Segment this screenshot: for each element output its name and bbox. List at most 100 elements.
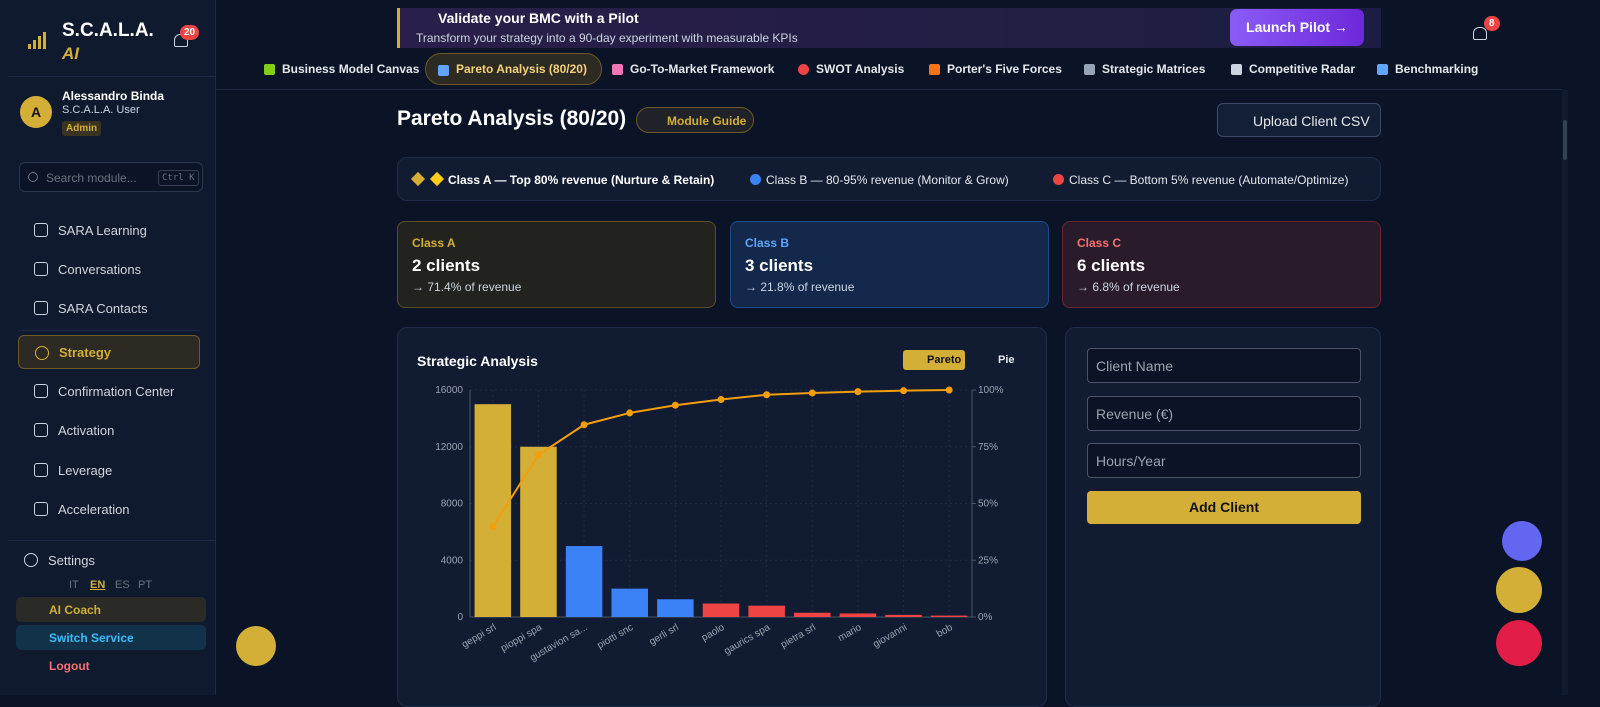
cumulative-point bbox=[489, 523, 497, 531]
language[interactable]: ES bbox=[115, 579, 130, 591]
user-role: S.C.A.L.A. User bbox=[62, 104, 140, 116]
assistant-button[interactable] bbox=[1496, 620, 1542, 666]
bar bbox=[839, 613, 877, 617]
y-tick-label: 16000 bbox=[435, 385, 463, 396]
divider bbox=[8, 76, 216, 77]
tab[interactable]: Benchmarking bbox=[1365, 53, 1492, 85]
tab-label: SWOT Analysis bbox=[816, 62, 905, 76]
pilot-banner: Validate your BMC with a Pilot Transform… bbox=[397, 8, 1381, 48]
tab[interactable]: Go-To-Market Framework bbox=[600, 53, 788, 85]
language-active[interactable]: EN bbox=[90, 579, 106, 591]
x-tick-label: gerli srl bbox=[647, 622, 680, 648]
module-guide-button[interactable]: Module Guide bbox=[636, 107, 754, 133]
notification-badge: 20 bbox=[180, 25, 200, 40]
pareto-chart: 0 4000 8000 12000 16000 0% 25% 50% 75% 100% geppi … bbox=[435, 385, 1004, 664]
upload-csv-button[interactable]: Upload Client CSV bbox=[1217, 103, 1381, 137]
tab-active[interactable]: Pareto Analysis (80/20) bbox=[425, 53, 602, 85]
nav-item[interactable]: Leverage bbox=[18, 453, 200, 487]
card-label: Class C bbox=[1077, 236, 1122, 250]
nav-item-active[interactable]: Strategy bbox=[18, 335, 200, 369]
ai-coach[interactable]: AI Coach bbox=[16, 597, 206, 622]
class-legend: Class A — Top 80% revenue (Nurture & Ret… bbox=[397, 157, 1381, 201]
card-label: Class B bbox=[745, 236, 790, 250]
add-client-button[interactable]: Add Client bbox=[1087, 491, 1361, 524]
card-count: 2 clients bbox=[412, 256, 481, 275]
scroll-thumb[interactable] bbox=[1563, 120, 1567, 160]
launch-pilot-button[interactable]: Launch Pilot → bbox=[1230, 9, 1364, 46]
y2-tick-label: 100% bbox=[978, 385, 1004, 396]
user-badge: Admin bbox=[62, 121, 102, 136]
support-button[interactable] bbox=[1502, 521, 1542, 561]
tab[interactable]: Competitive Radar bbox=[1219, 53, 1369, 85]
search-shortcut: Ctrl K bbox=[158, 170, 199, 186]
pareto-toggle[interactable]: Pareto bbox=[903, 350, 965, 370]
search-box[interactable]: Search module... Ctrl K bbox=[19, 162, 203, 192]
revenue-input[interactable]: Revenue (€) bbox=[1087, 396, 1361, 431]
nav-item[interactable]: SARA Learning bbox=[18, 213, 200, 247]
pie-toggle[interactable]: Pie bbox=[982, 350, 1015, 370]
nav-label: Activation bbox=[58, 422, 115, 438]
footer-label: Switch Service bbox=[49, 631, 134, 645]
logo bbox=[28, 32, 46, 49]
nav-label: SARA Learning bbox=[58, 222, 147, 238]
sidebar: S.C.A.L.A. AI 20 A Alessandro Binda S.C.… bbox=[0, 0, 216, 695]
y-tick-label: 8000 bbox=[441, 499, 464, 510]
avatar: A bbox=[20, 96, 52, 128]
help-button[interactable] bbox=[236, 626, 276, 666]
scrollbar[interactable] bbox=[1562, 90, 1568, 695]
bar bbox=[657, 599, 694, 617]
tab-label: Business Model Canvas bbox=[282, 62, 420, 76]
x-tick-label: bob bbox=[935, 622, 955, 640]
bar bbox=[794, 612, 831, 617]
legend-item: Class B — 80-95% revenue (Monitor & Grow… bbox=[766, 173, 1009, 187]
legend-dot bbox=[750, 174, 761, 185]
nav-item[interactable]: Acceleration bbox=[18, 492, 200, 526]
cumulative-point bbox=[626, 409, 634, 417]
divider bbox=[8, 540, 216, 541]
hours-input[interactable]: Hours/Year bbox=[1087, 443, 1361, 478]
logout[interactable]: Logout bbox=[16, 653, 206, 678]
bar bbox=[885, 614, 922, 617]
star-icon bbox=[410, 171, 426, 187]
bell-icon[interactable] bbox=[1473, 27, 1487, 40]
button-label: Add Client bbox=[1189, 499, 1259, 515]
cumulative-point bbox=[534, 451, 542, 459]
tab[interactable]: SWOT Analysis bbox=[786, 53, 918, 85]
nav-item[interactable]: Activation bbox=[18, 413, 200, 447]
page-title: Pareto Analysis (80/20) bbox=[397, 107, 627, 130]
nav-label: Confirmation Center bbox=[58, 383, 175, 399]
tab[interactable]: Business Model Canvas bbox=[252, 53, 433, 85]
bar bbox=[520, 446, 557, 617]
language[interactable]: PT bbox=[138, 579, 153, 591]
card-share: → 21.8% of revenue bbox=[745, 280, 855, 294]
cumulative-point bbox=[854, 388, 862, 396]
tab[interactable]: Strategic Matrices bbox=[1072, 53, 1219, 85]
bar bbox=[748, 605, 785, 617]
cumulative-point bbox=[763, 391, 771, 399]
nav-item[interactable]: Confirmation Center bbox=[18, 374, 200, 408]
nav-item[interactable]: Conversations bbox=[18, 252, 200, 286]
class-card: Class B 3 clients → 21.8% of revenue bbox=[730, 221, 1049, 308]
switch-service[interactable]: Switch Service bbox=[16, 625, 206, 650]
settings[interactable]: Settings bbox=[8, 543, 190, 577]
banner-title: Validate your BMC with a Pilot bbox=[438, 10, 639, 26]
language[interactable]: IT bbox=[69, 579, 79, 591]
cumulative-point bbox=[808, 389, 816, 397]
button-label: Module Guide bbox=[667, 114, 747, 128]
x-tick-label: geppi srl bbox=[460, 622, 498, 650]
banner-subtitle: Transform your strategy into a 90-day ex… bbox=[416, 31, 798, 45]
toggle-label: Pareto bbox=[927, 354, 962, 366]
nav-label: Strategy bbox=[59, 344, 112, 360]
brand-sub: AI bbox=[62, 44, 79, 63]
card-share: → 71.4% of revenue bbox=[412, 280, 522, 294]
quick-action-button[interactable] bbox=[1496, 567, 1542, 613]
y-tick-label: 12000 bbox=[435, 442, 463, 453]
client-name-input[interactable]: Client Name bbox=[1087, 348, 1361, 383]
legend-item: Class A — Top 80% revenue (Nurture & Ret… bbox=[448, 173, 715, 187]
cumulative-point bbox=[580, 421, 588, 429]
y2-tick-label: 75% bbox=[978, 442, 998, 453]
tab[interactable]: Porter's Five Forces bbox=[917, 53, 1076, 85]
nav-item[interactable]: SARA Contacts bbox=[18, 291, 200, 325]
